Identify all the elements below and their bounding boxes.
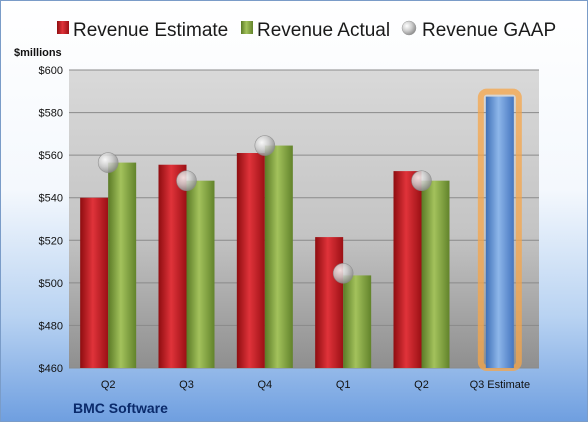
y-axis-ticks: $460 $480 $500 $520 $540 $560 $580 $600 [39,65,63,375]
bar-revenue-estimate [80,197,109,368]
y-tick-label: $560 [39,150,63,162]
y-tick-label: $480 [39,320,63,332]
marker-revenue-gaap [411,170,432,191]
legend-marker-revenue-gaap [401,20,417,36]
legend-label-revenue-estimate: Revenue Estimate [73,20,228,41]
bar-revenue-actual [343,275,372,368]
y-tick-label: $580 [39,108,63,120]
x-tick-label: Q3 Estimate [470,379,531,391]
legend: Revenue Estimate Revenue Actual Revenue … [57,20,556,41]
gridlines [69,69,539,369]
bar-revenue-actual [108,162,137,368]
bar-revenue-actual [186,180,215,368]
bar-revenue-estimate [393,171,422,368]
marker-revenue-gaap [176,170,197,191]
x-tick-label: Q2 [414,379,429,391]
y-tick-label: $460 [39,363,63,375]
legend-label-revenue-actual: Revenue Actual [257,20,390,41]
x-tick-label: Q2 [101,379,116,391]
bar-revenue-estimate [158,164,187,368]
legend-swatch-revenue-estimate [57,21,69,34]
company-name: BMC Software [73,400,168,416]
y-tick-label: $600 [39,65,63,77]
marker-revenue-gaap [254,135,276,156]
bars [80,88,522,371]
x-tick-label: Q1 [336,379,351,391]
bar-revenue-estimate [315,237,344,368]
x-axis-ticks: Q2 Q3 Q4 Q1 Q2 Q3 Estimate [101,379,530,391]
plot-area [69,70,539,368]
gaap-markers [97,135,432,284]
bar-revenue-estimate [236,153,265,368]
marker-revenue-gaap [97,152,119,173]
y-tick-label: $520 [39,235,63,247]
legend-swatch-revenue-actual [241,21,253,34]
bar-q3-estimate [485,96,514,368]
bar-revenue-actual [264,145,293,368]
x-tick-label: Q4 [257,379,272,391]
bar-revenue-actual [421,180,450,368]
x-tick-label: Q3 [179,379,194,391]
legend-label-revenue-gaap: Revenue GAAP [422,20,556,41]
y-axis-unit-label: $millions [14,47,62,59]
y-tick-label: $540 [39,193,63,205]
y-tick-label: $500 [39,278,63,290]
marker-revenue-gaap [332,262,354,284]
